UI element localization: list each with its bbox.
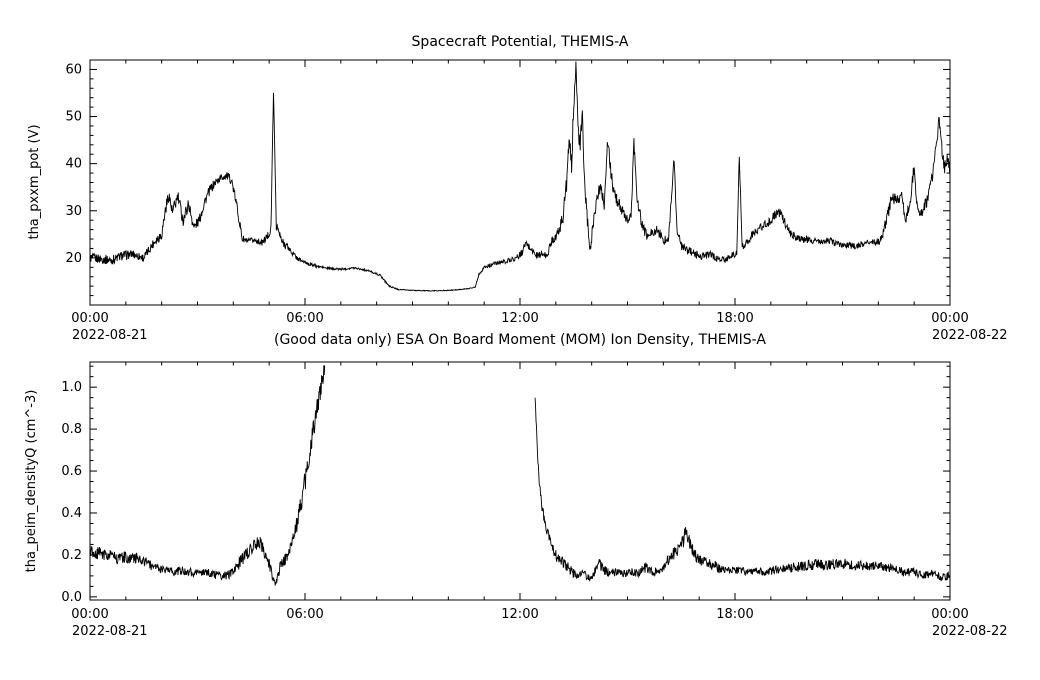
x-tick-label: 18:00: [716, 311, 753, 326]
x-tick-label: 12:00: [501, 607, 538, 622]
y-tick-label: 30: [65, 204, 82, 219]
bottom-plot-ylabel: tha_peim_densityQ (cm^-3): [24, 390, 39, 573]
plot-frame: [89, 59, 951, 306]
density-plot: 00:00 06:00 12:00 18:00 00:00 0.0 0.2 0.4 0.6 0.8…: [61, 361, 969, 622]
top-plot-date-right: 2022-08-22: [932, 328, 1008, 343]
data-line: [89, 61, 951, 292]
y-tick-label: 0.8: [61, 422, 82, 437]
y-tick-label: 0.2: [61, 548, 82, 563]
y-tick-label: 0.4: [61, 506, 82, 521]
y-tick-label: 1.0: [61, 380, 82, 395]
y-tick-label: 20: [65, 251, 82, 266]
x-tick-label: 00:00: [71, 607, 108, 622]
x-tick-label: 12:00: [501, 311, 538, 326]
x-tick-label: 06:00: [286, 311, 323, 326]
bottom-plot-title: (Good data only) ESA On Board Moment (MO…: [274, 332, 766, 348]
top-plot-ylabel: tha_pxxm_pot (V): [27, 124, 42, 239]
data-line: [89, 365, 326, 586]
y-tick-label: 0.6: [61, 464, 82, 479]
x-tick-label: 18:00: [716, 607, 753, 622]
data-line: [534, 397, 951, 583]
bottom-plot-date-right: 2022-08-22: [932, 624, 1008, 639]
bottom-plot-date-left: 2022-08-21: [72, 624, 148, 639]
x-tick-label: 00:00: [931, 607, 968, 622]
y-tick-label: 60: [65, 62, 82, 77]
x-tick-label: 00:00: [71, 311, 108, 326]
y-tick-label: 50: [65, 110, 82, 125]
y-tick-label: 40: [65, 157, 82, 172]
y-tick-label: 0.0: [61, 590, 82, 605]
top-plot-title: Spacecraft Potential, THEMIS-A: [412, 34, 629, 50]
x-tick-label: 06:00: [286, 607, 323, 622]
top-plot-date-left: 2022-08-21: [72, 328, 148, 343]
potential-plot: 00:00 06:00 12:00 18:00 00:00 20 30 40 50 60: [65, 59, 969, 326]
x-tick-label: 00:00: [931, 311, 968, 326]
